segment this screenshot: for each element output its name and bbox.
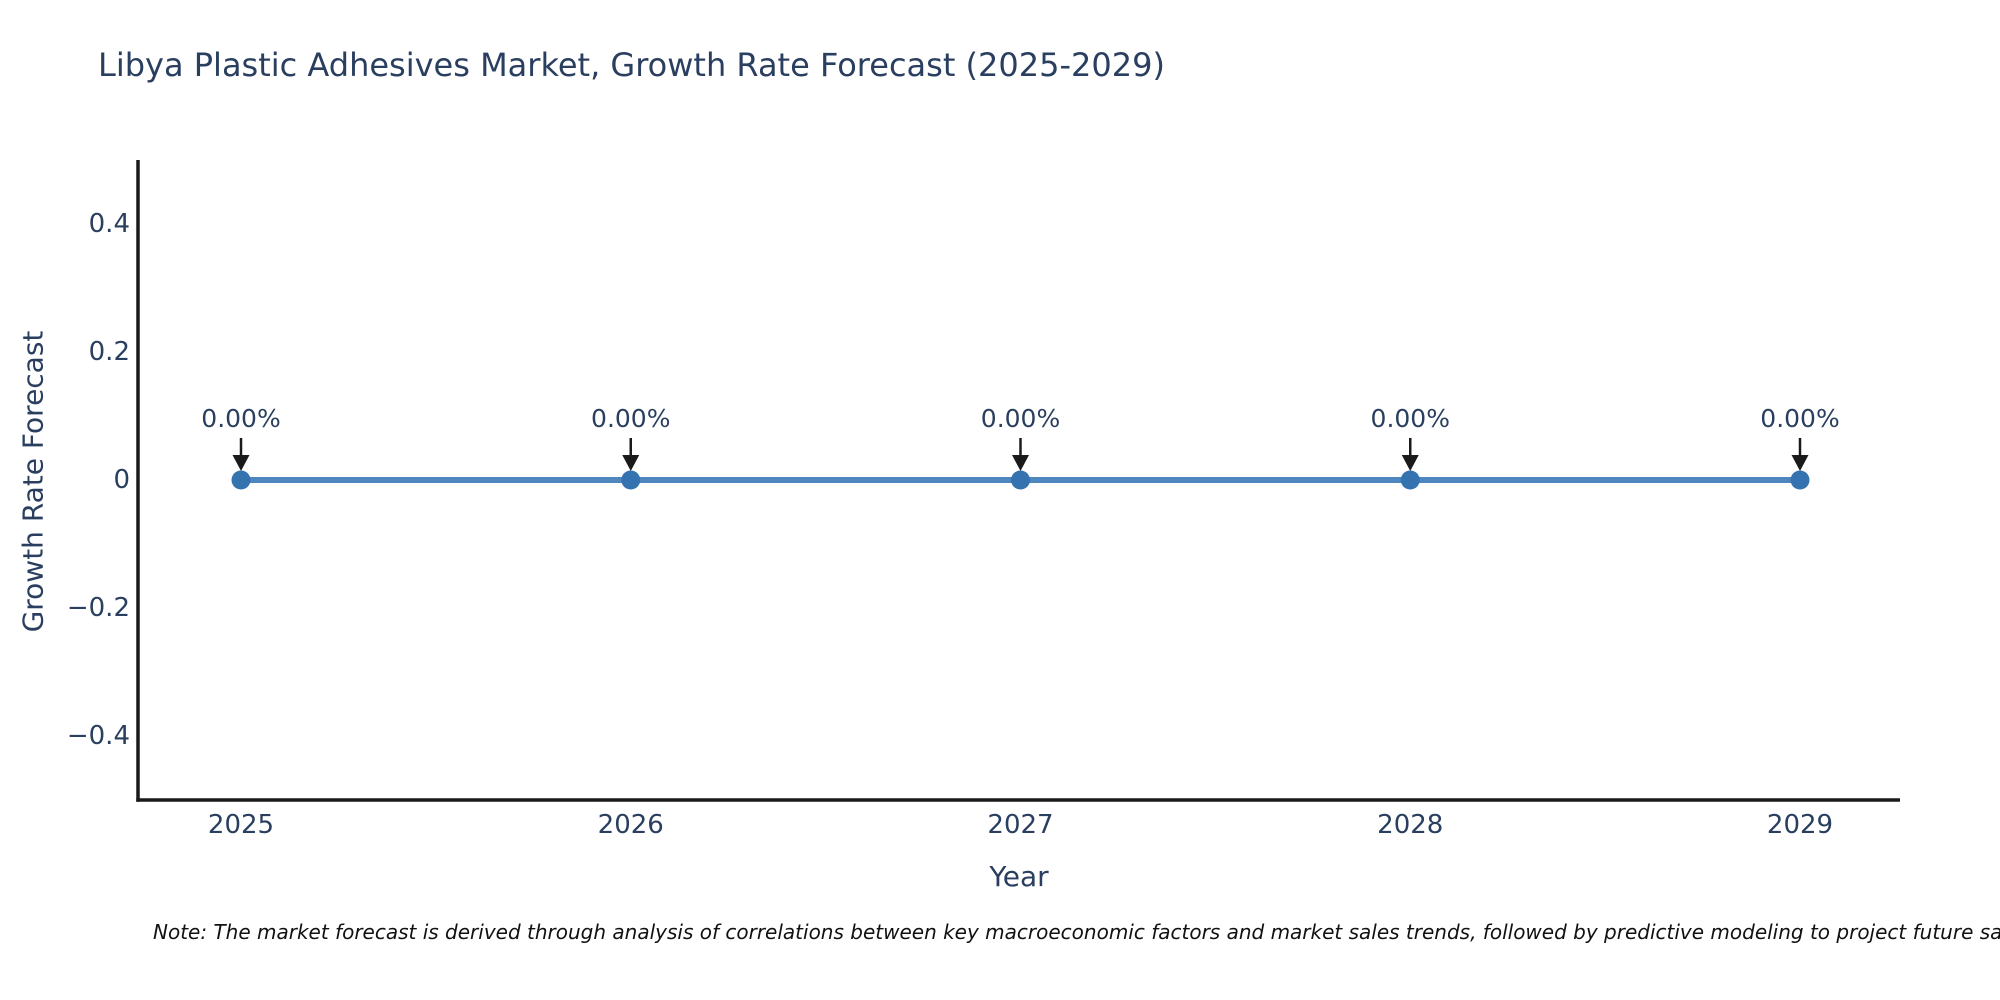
annotation-arrowhead (232, 455, 250, 471)
footnote: Note: The market forecast is derived thr… (153, 920, 2000, 944)
point-label: 0.00% (591, 404, 671, 433)
data-point[interactable] (1011, 470, 1030, 490)
x-tick-label: 2027 (987, 810, 1054, 840)
point-label: 0.00% (1760, 404, 1840, 433)
chart-title: Libya Plastic Adhesives Market, Growth R… (98, 46, 1165, 84)
x-tick-label: 2029 (1766, 810, 1834, 840)
data-point[interactable] (231, 470, 251, 490)
annotation-arrowhead (1401, 455, 1419, 471)
data-point[interactable] (1400, 470, 1420, 490)
y-tick-label: 0.2 (88, 337, 130, 367)
annotation-arrowhead (1012, 455, 1029, 471)
point-label: 0.00% (980, 404, 1061, 433)
point-label: 0.00% (1370, 404, 1450, 433)
data-point[interactable] (1790, 470, 1810, 490)
data-point[interactable] (621, 470, 641, 490)
y-tick-label: −0.4 (66, 721, 130, 751)
annotation-arrowhead (622, 455, 640, 471)
y-tick-label: 0 (113, 465, 130, 495)
x-axis-title: Year (989, 860, 1049, 893)
x-tick-label: 2025 (207, 810, 275, 840)
y-tick-label: −0.2 (66, 593, 130, 623)
point-label: 0.00% (201, 404, 281, 433)
x-tick-label: 2026 (597, 810, 664, 840)
y-tick-label: 0.4 (88, 209, 130, 239)
annotation-arrowhead (1791, 455, 1809, 471)
x-tick-label: 2028 (1377, 810, 1444, 840)
y-axis-title: Growth Rate Forecast (16, 330, 50, 633)
